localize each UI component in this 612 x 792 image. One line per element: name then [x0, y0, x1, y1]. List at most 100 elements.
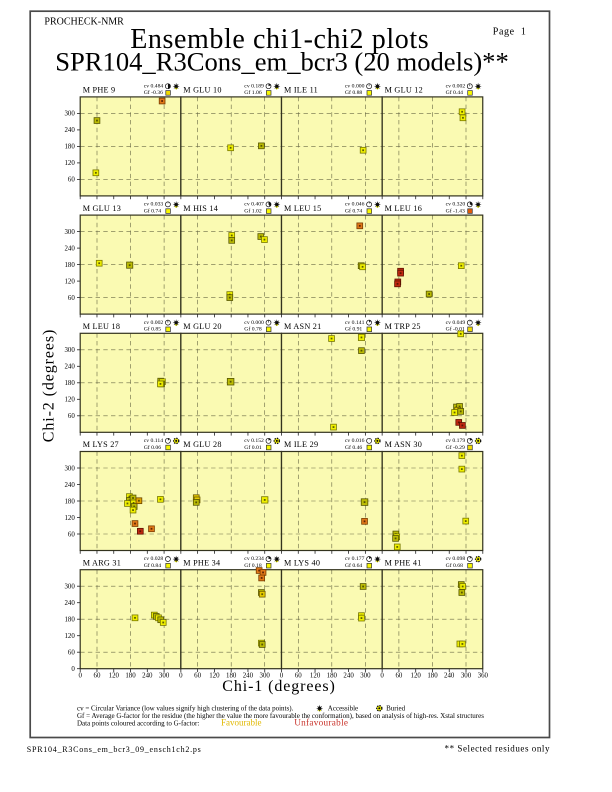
svg-text:M HIS 14: M HIS 14: [183, 204, 218, 213]
svg-text:180: 180: [427, 673, 438, 680]
svg-text:M LEU 18: M LEU 18: [83, 322, 120, 331]
svg-text:360: 360: [478, 673, 489, 680]
svg-text:M PHE 41: M PHE 41: [385, 558, 422, 567]
svg-text:cv 0.002: cv 0.002: [446, 83, 466, 89]
svg-text:Gf 0.44: Gf 0.44: [446, 89, 464, 96]
svg-text:cv 0.189: cv 0.189: [244, 83, 264, 89]
svg-text:M PHE 34: M PHE 34: [183, 558, 220, 567]
svg-text:60: 60: [68, 531, 75, 538]
svg-text:300: 300: [461, 673, 472, 680]
svg-text:240: 240: [243, 673, 254, 680]
svg-text:SPR104_R3Cons_em_bcr3_09_ensch: SPR104_R3Cons_em_bcr3_09_ensch1ch2.ps: [27, 745, 202, 754]
svg-text:cv 0.141: cv 0.141: [345, 320, 365, 326]
svg-text:cv 0.152: cv 0.152: [244, 438, 264, 444]
svg-text:cv 0.098: cv 0.098: [446, 556, 466, 562]
svg-text:cv 0.033: cv 0.033: [144, 202, 164, 208]
svg-text:60: 60: [68, 413, 75, 420]
svg-text:Gf 0.91: Gf 0.91: [345, 326, 363, 333]
svg-text:Page 1: Page 1: [493, 26, 527, 37]
svg-text:M ILE 29: M ILE 29: [284, 440, 318, 449]
svg-text:120: 120: [64, 397, 75, 404]
svg-text:60: 60: [68, 295, 75, 302]
svg-text:300: 300: [64, 465, 75, 472]
svg-text:120: 120: [64, 278, 75, 285]
svg-text:60: 60: [68, 650, 75, 657]
svg-text:300: 300: [64, 111, 75, 118]
svg-text:Gf 0.78: Gf 0.78: [244, 326, 262, 333]
svg-text:0: 0: [71, 666, 75, 673]
svg-text:M GLU 28: M GLU 28: [183, 440, 221, 449]
svg-text:240: 240: [343, 673, 354, 680]
svg-text:60: 60: [295, 673, 302, 680]
svg-text:cv 0.016: cv 0.016: [345, 438, 365, 444]
svg-text:Gf 1.02: Gf 1.02: [244, 207, 262, 214]
svg-text:cv = Circular Variance (low va: cv = Circular Variance (low values signi…: [77, 705, 294, 713]
svg-text:M ARG 31: M ARG 31: [83, 558, 121, 567]
svg-text:** Selected residues only: ** Selected residues only: [445, 744, 550, 754]
svg-text:60: 60: [395, 673, 402, 680]
svg-text:Gf -0.01: Gf -0.01: [446, 326, 465, 333]
svg-text:cv 0.234: cv 0.234: [244, 556, 264, 562]
svg-text:120: 120: [64, 160, 75, 167]
svg-text:cv 0.484: cv 0.484: [144, 83, 164, 89]
svg-text:Gf -0.36: Gf -0.36: [144, 89, 163, 96]
svg-text:M ILE 11: M ILE 11: [284, 86, 318, 95]
svg-text:240: 240: [64, 127, 75, 134]
svg-text:240: 240: [142, 673, 153, 680]
svg-text:Gf 0.85: Gf 0.85: [144, 326, 162, 333]
svg-text:cv 0.046: cv 0.046: [345, 202, 365, 208]
svg-text:180: 180: [64, 498, 75, 505]
svg-text:M PHE 9: M PHE 9: [83, 86, 116, 95]
svg-text:Ensemble chi1-chi2 plots: Ensemble chi1-chi2 plots: [130, 24, 429, 55]
svg-text:180: 180: [64, 144, 75, 151]
svg-text:180: 180: [64, 617, 75, 624]
svg-text:Gf -0.29: Gf -0.29: [446, 444, 465, 451]
svg-text:300: 300: [260, 673, 271, 680]
svg-text:180: 180: [125, 673, 136, 680]
svg-text:300: 300: [159, 673, 170, 680]
svg-text:Favourable: Favourable: [221, 718, 262, 728]
svg-text:Gf 0.88: Gf 0.88: [345, 89, 363, 96]
svg-text:cv 0.000: cv 0.000: [244, 320, 264, 326]
svg-text:0: 0: [280, 673, 284, 680]
svg-text:M LYS 27: M LYS 27: [83, 440, 119, 449]
svg-text:cv 0.000: cv 0.000: [345, 83, 365, 89]
svg-text:240: 240: [64, 364, 75, 371]
svg-text:M ASN 21: M ASN 21: [284, 322, 322, 331]
svg-text:120: 120: [64, 515, 75, 522]
svg-text:M TRP 25: M TRP 25: [385, 322, 421, 331]
svg-text:60: 60: [194, 673, 201, 680]
svg-text:300: 300: [64, 229, 75, 236]
svg-text:300: 300: [360, 673, 371, 680]
svg-text:180: 180: [226, 673, 237, 680]
svg-text:cv 0.028: cv 0.028: [144, 556, 164, 562]
svg-text:Data points coloured according: Data points coloured according to G-fact…: [77, 720, 199, 728]
svg-text:Gf 0.74: Gf 0.74: [144, 207, 162, 214]
svg-text:cv 0.320: cv 0.320: [446, 202, 466, 208]
svg-text:Unfavourable: Unfavourable: [294, 718, 348, 728]
svg-text:120: 120: [109, 673, 120, 680]
svg-text:120: 120: [64, 633, 75, 640]
svg-text:300: 300: [64, 584, 75, 591]
svg-text:Gf -1.43: Gf -1.43: [446, 207, 465, 214]
svg-text:Gf 0.18: Gf 0.18: [244, 562, 262, 569]
svg-text:M LEU 15: M LEU 15: [284, 204, 321, 213]
svg-text:M LYS 40: M LYS 40: [284, 558, 320, 567]
svg-text:cv 0.177: cv 0.177: [345, 556, 365, 562]
svg-text:Buried: Buried: [386, 705, 406, 713]
svg-text:Gf 1.06: Gf 1.06: [244, 89, 262, 96]
svg-text:M GLU 20: M GLU 20: [183, 322, 221, 331]
svg-text:cv 0.407: cv 0.407: [244, 202, 264, 208]
svg-text:cv 0.002: cv 0.002: [144, 320, 164, 326]
svg-text:120: 120: [310, 673, 321, 680]
svg-text:Gf 0.06: Gf 0.06: [144, 444, 162, 451]
svg-text:120: 120: [209, 673, 220, 680]
svg-text:Gf 0.68: Gf 0.68: [446, 562, 464, 569]
svg-text:0: 0: [380, 673, 384, 680]
svg-text:120: 120: [411, 673, 422, 680]
svg-text:M ASN 30: M ASN 30: [385, 440, 423, 449]
svg-text:0: 0: [78, 673, 82, 680]
svg-text:Gf 0.74: Gf 0.74: [345, 207, 363, 214]
svg-text:M GLU 10: M GLU 10: [183, 86, 221, 95]
svg-text:240: 240: [64, 482, 75, 489]
